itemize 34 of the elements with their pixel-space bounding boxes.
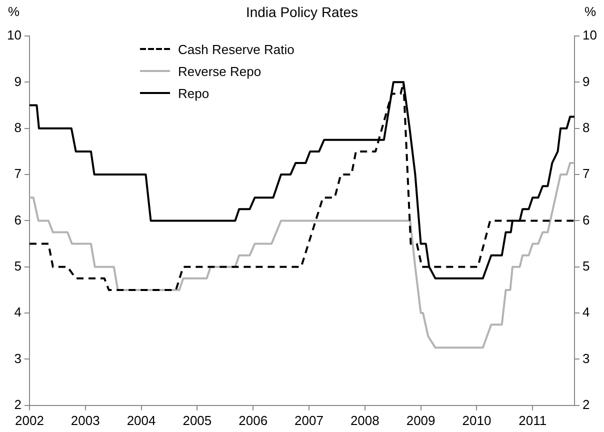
y-tick-label: 2 (14, 396, 22, 412)
y2-tick-label: 6 (582, 212, 590, 228)
y2-tick-label: 7 (582, 166, 590, 182)
x-tick-label: 2010 (462, 412, 492, 428)
y2-tick-label: 3 (582, 350, 590, 366)
y-tick-label: 4 (14, 304, 22, 320)
y2-tick-label: 8 (582, 120, 590, 135)
x-tick-label: 2004 (126, 412, 156, 428)
x-tick-label: 2005 (182, 412, 212, 428)
chart-title: India Policy Rates (246, 4, 358, 20)
y2-tick-label: 9 (582, 74, 590, 89)
legend-label: Cash Reserve Ratio (178, 42, 294, 56)
y-axis-title: % (8, 4, 20, 19)
x-tick-label: 2006 (238, 412, 268, 428)
x-tick-label: 2009 (406, 412, 436, 428)
y-tick-label: 6 (14, 212, 22, 228)
y2-tick-label: 10 (582, 28, 598, 43)
y2-tick-label: 2 (582, 396, 590, 412)
y-tick-label: 5 (14, 258, 22, 274)
y-tick-label: 9 (14, 74, 22, 89)
x-tick-label: 2008 (350, 412, 380, 428)
y-tick-label: 3 (14, 350, 22, 366)
y2-tick-label: 4 (582, 304, 590, 320)
y-tick-label: 10 (6, 28, 22, 43)
legend-label: Reverse Repo (178, 64, 262, 78)
x-tick-label: 2007 (294, 412, 324, 428)
x-tick-label: 2002 (15, 412, 44, 428)
x-tick-label: 2003 (70, 412, 100, 428)
y2-tick-label: 5 (582, 258, 590, 274)
x-tick-label: 2011 (518, 412, 547, 428)
y2-axis-title: % (584, 4, 596, 19)
y-tick-label: 8 (14, 120, 22, 135)
legend-label: Repo (178, 86, 210, 100)
y-tick-label: 7 (14, 166, 22, 182)
